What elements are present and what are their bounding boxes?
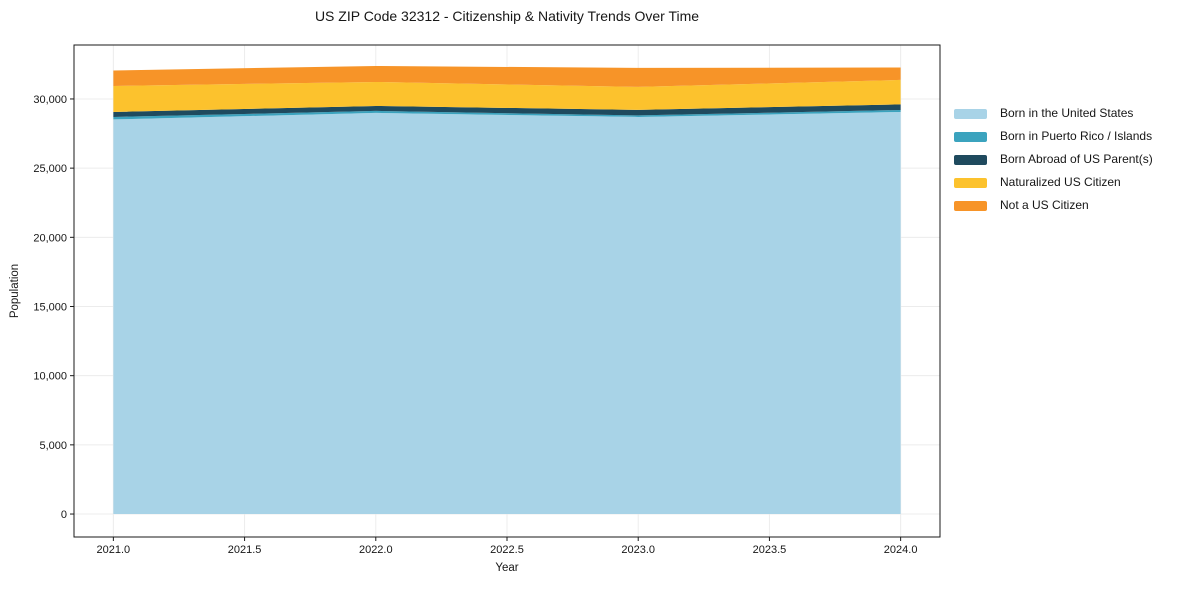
x-tick-label: 2021.5 xyxy=(228,544,262,556)
legend-swatch-icon xyxy=(954,108,987,119)
y-tick-label: 25,000 xyxy=(33,163,67,175)
area-series-4 xyxy=(113,65,901,87)
legend-swatch-icon xyxy=(954,131,987,142)
legend-swatch-icon xyxy=(954,154,987,165)
x-tick-label: 2022.5 xyxy=(490,544,524,556)
x-tick-label: 2022.0 xyxy=(359,544,393,556)
legend-label: Born in the United States xyxy=(1000,106,1134,120)
legend-item-3: Naturalized US Citizen xyxy=(954,171,1153,194)
legend-label: Naturalized US Citizen xyxy=(1000,175,1121,189)
area-series-3 xyxy=(113,79,901,112)
legend-label: Not a US Citizen xyxy=(1000,198,1089,212)
y-tick-label: 30,000 xyxy=(33,94,67,106)
x-tick-label: 2023.5 xyxy=(753,544,787,556)
y-tick-label: 15,000 xyxy=(33,301,67,313)
x-tick-label: 2021.0 xyxy=(97,544,131,556)
y-tick-label: 5,000 xyxy=(39,440,67,452)
y-tick-label: 0 xyxy=(61,509,67,521)
legend-item-2: Born Abroad of US Parent(s) xyxy=(954,148,1153,171)
legend: Born in the United States Born in Puerto … xyxy=(954,102,1153,217)
area-series-2 xyxy=(113,104,901,117)
area-series-1 xyxy=(113,109,901,120)
legend-swatch-icon xyxy=(954,177,987,188)
x-tick-label: 2024.0 xyxy=(884,544,918,556)
area-series-0 xyxy=(113,111,901,515)
legend-item-4: Not a US Citizen xyxy=(954,194,1153,217)
legend-swatch-icon xyxy=(954,200,987,211)
x-tick-label: 2023.0 xyxy=(621,544,655,556)
legend-item-0: Born in the United States xyxy=(954,102,1153,125)
chart-title: US ZIP Code 32312 - Citizenship & Nativi… xyxy=(314,8,700,24)
y-tick-label: 10,000 xyxy=(33,371,67,383)
y-tick-label: 20,000 xyxy=(33,232,67,244)
legend-label: Born in Puerto Rico / Islands xyxy=(1000,129,1153,143)
legend-label: Born Abroad of US Parent(s) xyxy=(1000,152,1153,166)
x-axis-label: Year xyxy=(495,562,519,574)
legend-item-1: Born in Puerto Rico / Islands xyxy=(954,125,1153,148)
